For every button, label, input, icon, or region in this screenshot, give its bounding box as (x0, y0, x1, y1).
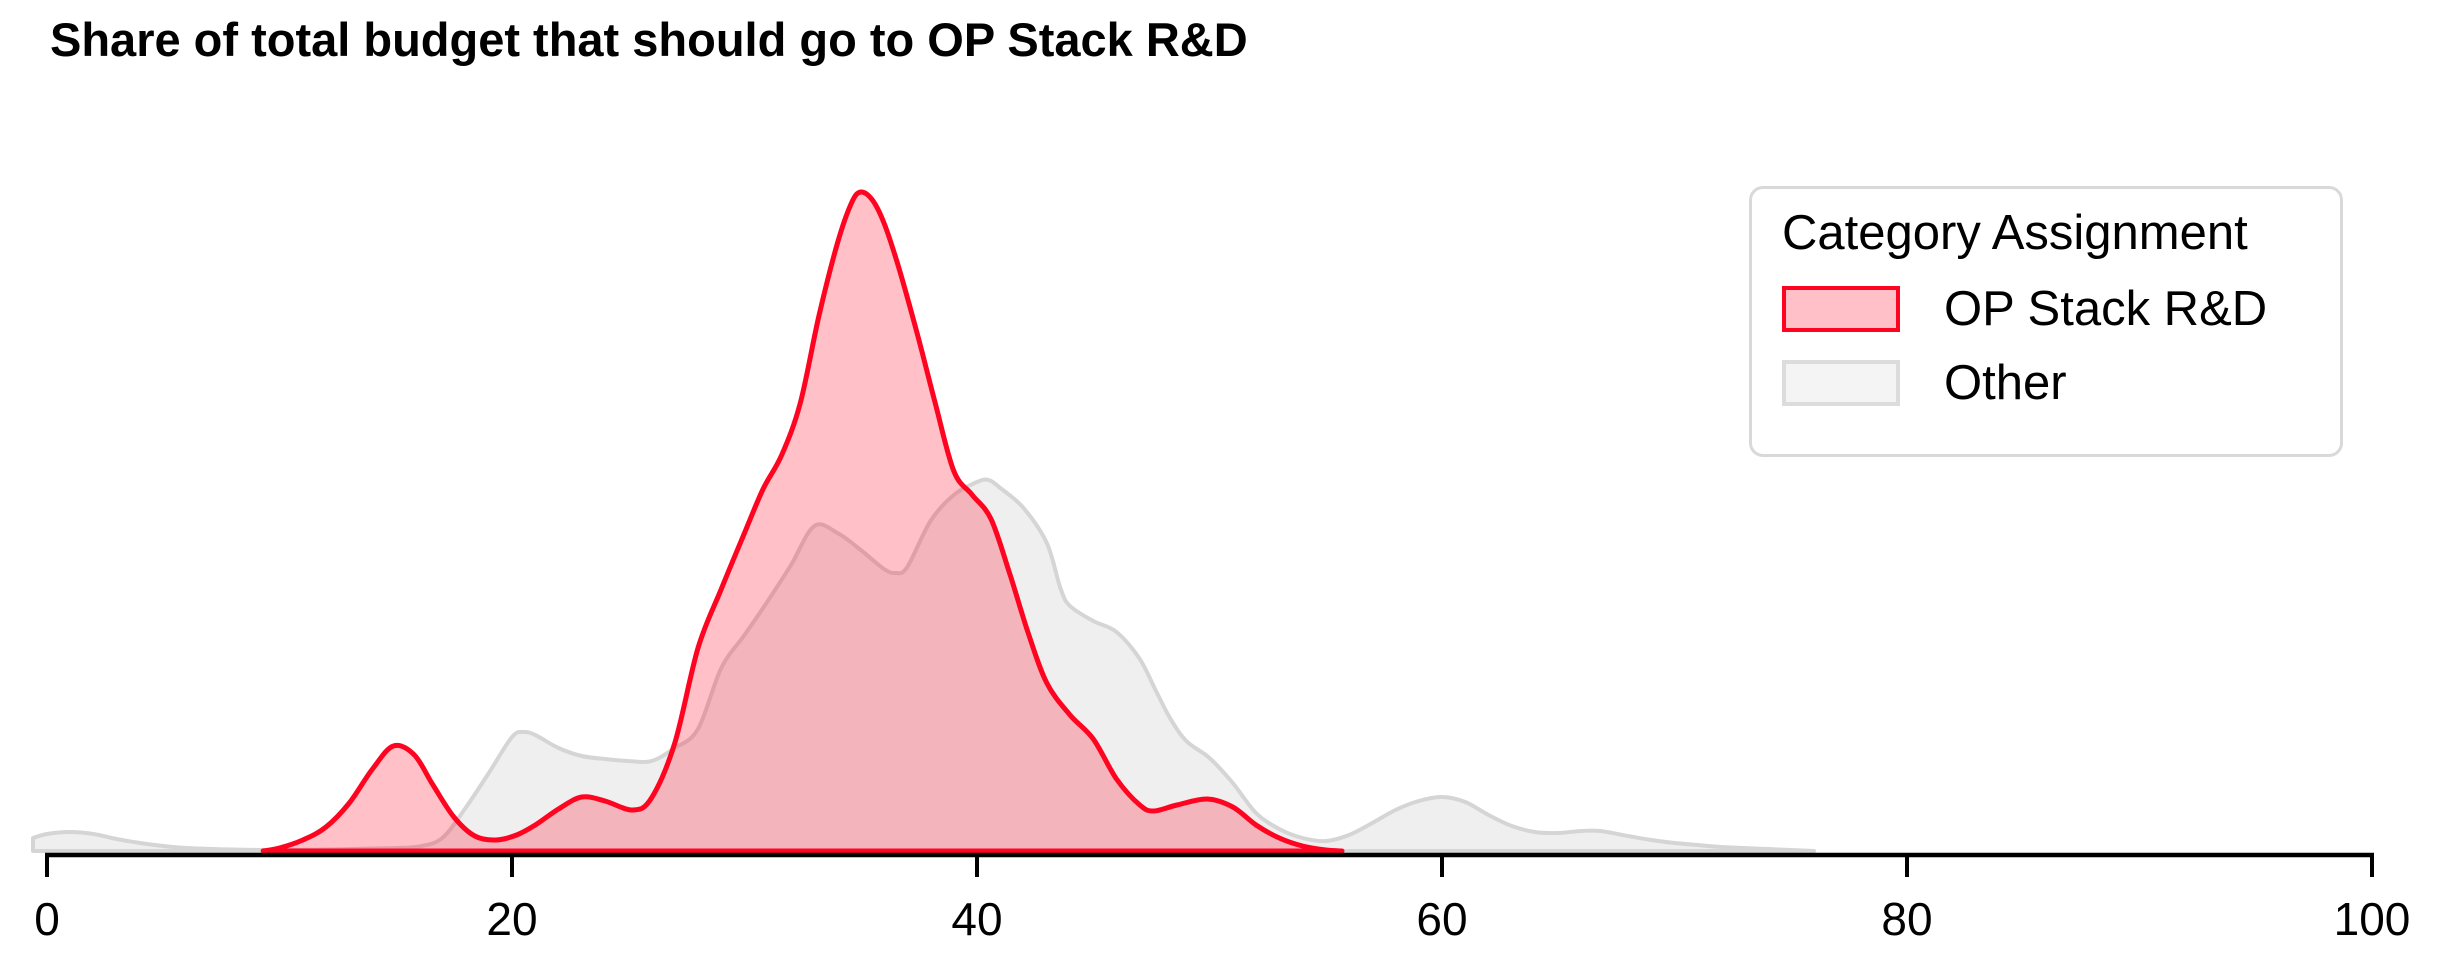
x-tick-label-0: 0 (34, 893, 60, 945)
x-tick-label-60: 60 (1416, 893, 1468, 945)
x-tick-label-100: 100 (2333, 893, 2411, 945)
density-area-other (31, 477, 1816, 853)
x-tick-label-20: 20 (486, 893, 538, 945)
legend-label-op-stack-rd: OP Stack R&D (1944, 281, 2268, 336)
legend-label-other: Other (1944, 355, 2067, 410)
density-area-op-stack-r-d (260, 189, 1345, 854)
x-tick-label-40: 40 (951, 893, 1003, 945)
x-tick-label-80: 80 (1881, 893, 1933, 945)
legend-swatch-op-stack-rd (1782, 285, 1900, 332)
legend-row-other: Other (1782, 355, 2312, 411)
chart-title: Share of total budget that should go to … (50, 13, 1248, 66)
legend-row-op-stack: OP Stack R&D (1782, 281, 2312, 337)
legend-swatch-other (1782, 359, 1900, 406)
legend-title: Category Assignment (1782, 206, 2248, 260)
legend: Category Assignment OP Stack R&D Other (1749, 186, 2343, 457)
